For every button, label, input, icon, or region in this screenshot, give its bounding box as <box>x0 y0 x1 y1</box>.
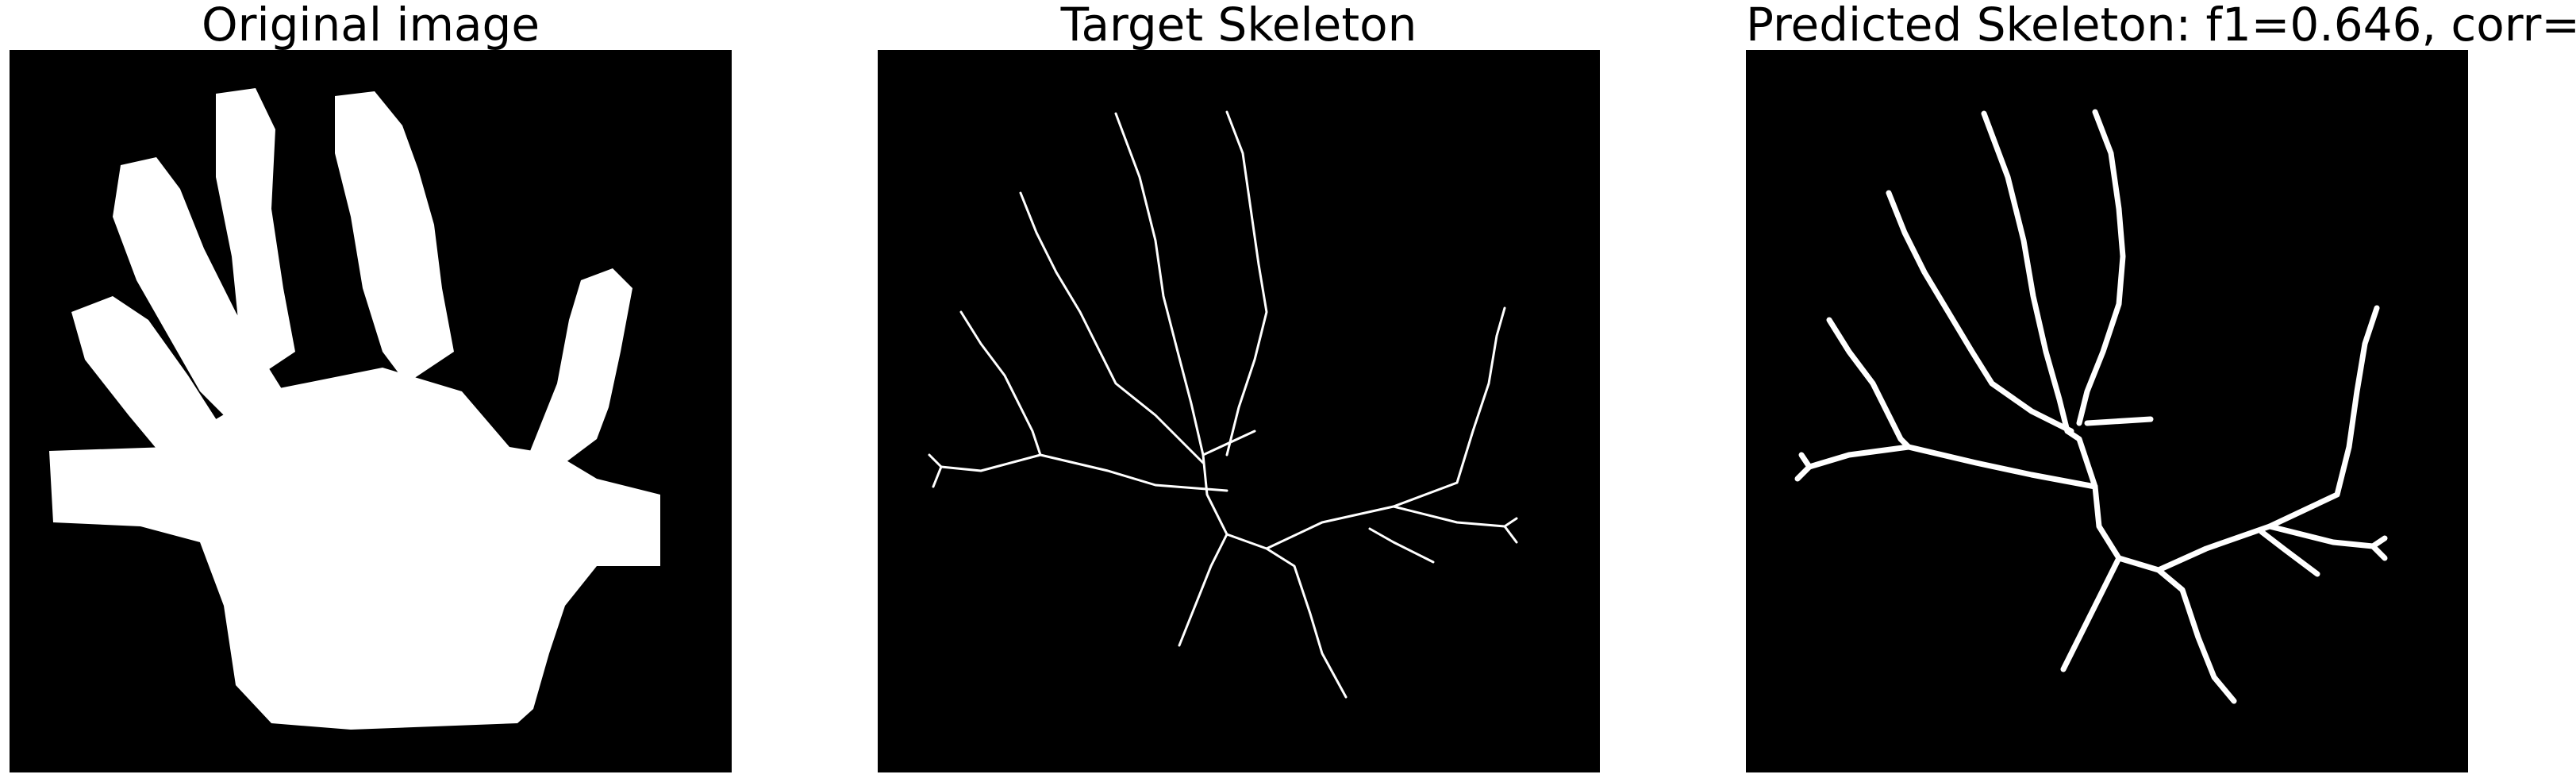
skeleton-branch <box>928 453 943 488</box>
skeleton-branch <box>1981 110 2070 434</box>
skeleton-branch <box>1794 452 1813 482</box>
panel-title-predicted: Predicted Skeleton: f1=0.646, corr=0.690 <box>1746 0 2576 52</box>
skeleton-branch <box>2064 428 2098 490</box>
skeleton-branch <box>1806 444 2098 490</box>
skeleton-branch <box>2259 529 2320 577</box>
panel-original: Original image <box>10 0 732 782</box>
skeleton-branch <box>1114 112 1205 456</box>
skeleton-branch <box>2084 416 2154 426</box>
skeleton-branch <box>1225 110 1268 456</box>
skeleton-branch <box>2155 567 2237 704</box>
hand-silhouette <box>10 50 732 772</box>
hand-shape <box>49 88 660 730</box>
panel-title-target: Target Skeleton <box>1060 0 1417 52</box>
predicted-skeleton-image <box>1746 50 2468 772</box>
panel-target: Target Skeleton <box>878 0 1600 782</box>
skeleton-branch <box>1265 547 1348 699</box>
panel-title-original: Original image <box>201 0 540 52</box>
skeleton-branch <box>2060 555 2122 672</box>
skeleton-branch <box>940 453 1228 492</box>
skeleton-branch <box>1503 517 1518 544</box>
predicted-skeleton <box>1746 50 2468 772</box>
original-hand-image <box>10 50 732 772</box>
skeleton-branch <box>2092 483 2376 573</box>
skeleton-branch <box>2266 305 2380 530</box>
target-skeleton <box>878 50 1600 772</box>
skeleton-branch <box>2076 109 2126 426</box>
skeleton-branch <box>1368 527 1435 564</box>
skeleton-branch <box>1201 453 1506 550</box>
skeleton-branch <box>959 310 1042 456</box>
skeleton-branch <box>1826 317 1912 450</box>
panel-predicted: Predicted Skeleton: f1=0.646, corr=0.690 <box>1746 0 2576 782</box>
skeleton-branch <box>2370 535 2388 561</box>
target-skeleton-image <box>878 50 1600 772</box>
skeleton-branch <box>1201 430 1256 456</box>
skeleton-branch <box>1392 306 1506 508</box>
skeleton-branch <box>1886 190 2074 434</box>
skeleton-branch <box>1178 533 1228 647</box>
skeleton-branch <box>1019 191 1205 464</box>
